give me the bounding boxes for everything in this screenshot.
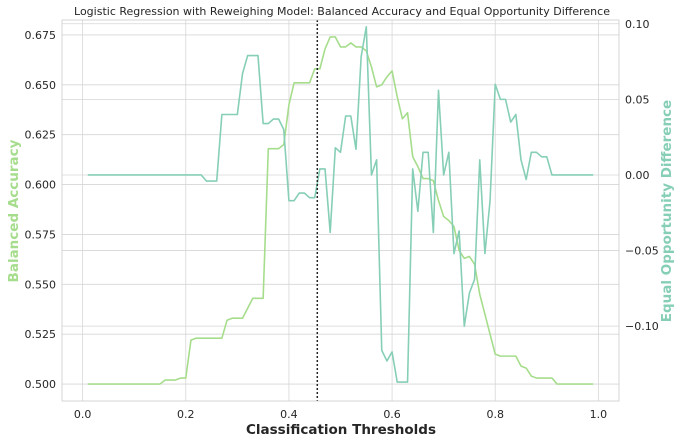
right-y-axis-ticks: −0.10 −0.05 0.00 0.05 0.10 <box>625 18 659 333</box>
left-y-axis-ticks: 0.500 0.525 0.550 0.575 0.600 0.625 0.650 0.675 <box>25 29 57 391</box>
x-axis-ticks: 0.0 0.2 0.4 0.6 0.8 1.0 <box>74 408 607 421</box>
y-left-tick-label-5: 0.625 <box>25 129 57 142</box>
x-tick-label-0: 0.0 <box>74 408 92 421</box>
x-axis-label: Classification Thresholds <box>246 422 436 438</box>
y-right-tick-label-2: 0.00 <box>625 169 650 182</box>
chart-title: Logistic Regression with Reweighing Mode… <box>74 5 610 18</box>
y-axis-right-label: Equal Opportunity Difference <box>659 100 675 322</box>
x-tick-label-1: 0.2 <box>177 408 195 421</box>
grid <box>62 20 619 401</box>
y-left-tick-label-2: 0.550 <box>25 278 57 291</box>
y-right-tick-label-0: −0.10 <box>625 320 659 333</box>
x-tick-label-4: 0.8 <box>486 408 504 421</box>
equal-opportunity-series-line <box>87 25 594 383</box>
x-tick-label-2: 0.4 <box>280 408 298 421</box>
balanced-accuracy-series-line <box>87 36 594 385</box>
series-layer <box>87 25 594 385</box>
y-axis-left-label: Balanced Accuracy <box>6 139 22 282</box>
y-right-tick-label-1: −0.05 <box>625 245 659 258</box>
y-left-tick-label-0: 0.500 <box>25 378 57 391</box>
y-left-tick-label-1: 0.525 <box>25 328 57 341</box>
y-left-tick-label-6: 0.650 <box>25 79 57 92</box>
y-right-tick-label-3: 0.05 <box>625 93 650 106</box>
plot-frame <box>61 19 620 402</box>
y-right-tick-label-4: 0.10 <box>625 18 650 31</box>
x-tick-label-5: 1.0 <box>590 408 608 421</box>
x-tick-label-3: 0.6 <box>383 408 401 421</box>
y-left-tick-label-3: 0.575 <box>25 228 57 241</box>
y-left-tick-label-7: 0.675 <box>25 29 57 42</box>
y-left-tick-label-4: 0.600 <box>25 179 57 192</box>
